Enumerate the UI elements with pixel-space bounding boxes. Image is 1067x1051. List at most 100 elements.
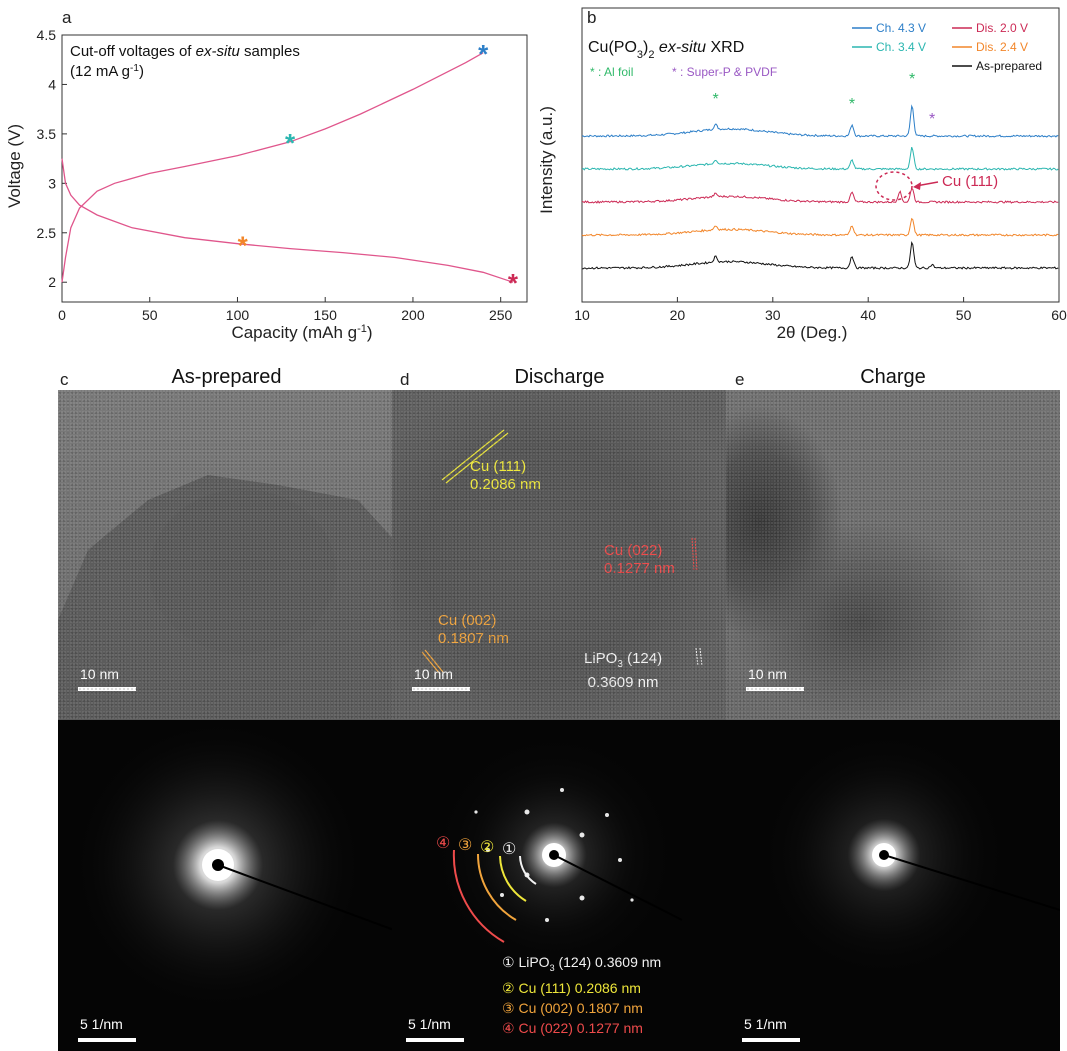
- tem-image-discharge: Cu (111) 0.2086 nm Cu (022) 0.1277 nm Cu…: [392, 390, 726, 720]
- cu002-annotation: Cu (002) 0.1807 nm: [438, 612, 509, 648]
- a-ylabel: Voltage (V): [5, 124, 24, 208]
- cu111-plane: Cu (111): [470, 458, 527, 475]
- ring-legend-2: ② Cu (111) 0.2086 nm: [502, 979, 641, 996]
- b-plot-frame: [581, 7, 1060, 303]
- a-xtick-label: 250: [489, 307, 513, 323]
- cu022-annotation: Cu (022) 0.1277 nm: [604, 542, 675, 578]
- b-xtick-label: 60: [1051, 307, 1067, 323]
- a-xtick-label: 100: [226, 307, 250, 323]
- a-ytick-label: 2: [48, 274, 56, 290]
- b-xtick-label: 30: [765, 307, 781, 323]
- cu111-circle: [875, 171, 913, 201]
- tem-title-discharge: Discharge: [514, 366, 605, 388]
- a-title-line2: (12 mA g-1): [70, 63, 144, 81]
- ring-arc-2: [499, 855, 527, 902]
- a-cutoff-marker: *: [478, 39, 489, 69]
- cu111-label: Cu (111): [942, 173, 998, 190]
- ring-num-4: ④: [436, 835, 450, 852]
- a-ytick-label: 3.5: [37, 126, 57, 142]
- b-al-foil-label: * : Al foil: [590, 65, 633, 79]
- lipo3-plane: LiPO3 (124): [584, 650, 663, 670]
- b-xrd-trace: [581, 104, 1059, 138]
- a-ytick-label: 4.5: [37, 27, 57, 43]
- b-xlabel: 2θ (Deg.): [777, 323, 848, 342]
- b-xrd-trace: [581, 146, 1059, 171]
- a-cutoff-marker: *: [508, 268, 519, 298]
- legend-ch34: Ch. 3.4 V: [876, 40, 926, 54]
- tem-image-as-prepared: 10 nm: [58, 390, 394, 720]
- scalebar: [406, 1038, 464, 1042]
- cu111-spacing: 0.2086 nm: [470, 476, 541, 493]
- tem-image-charge: 10 nm: [726, 390, 1060, 720]
- a-xtick-label: 200: [401, 307, 425, 323]
- a-xtick-label: 0: [58, 307, 66, 323]
- scalebar-label: 5 1/nm: [744, 1016, 787, 1032]
- ring-arc-1: [519, 855, 537, 885]
- b-superp-star: *: [929, 111, 935, 128]
- scalebar-label: 5 1/nm: [408, 1016, 451, 1032]
- ring-arc-4: [452, 849, 505, 943]
- voltage-profile-chart: 0 50 100 150 200 250 2 2.5 3 3.5 4 4.5 * * * * Voltage …: [5, 27, 528, 342]
- scalebar: [746, 687, 804, 691]
- ring-num-2: ②: [480, 839, 494, 856]
- legend-ch43: Ch. 4.3 V: [876, 21, 926, 35]
- ring-legend-3: ③ Cu (002) 0.1807 nm: [502, 999, 643, 1016]
- cu022-spacing: 0.1277 nm: [604, 560, 675, 577]
- panel-label-d: d: [400, 370, 410, 389]
- scalebar: [412, 687, 470, 691]
- saed-discharge: ④ ③ ② ① ① LiPO3 (124) 0.3609 nm ② Cu (11…: [392, 720, 726, 1051]
- b-al-star: *: [712, 91, 718, 108]
- a-title-line1: Cut-off voltages of ex-situ samples: [70, 43, 300, 60]
- b-ylabel: Intensity (a.u.): [537, 106, 556, 214]
- tem-title-as-prepared: As-prepared: [171, 366, 282, 388]
- scalebar-label: 10 nm: [414, 666, 453, 682]
- tem-title-charge: Charge: [860, 366, 926, 388]
- b-xtick-label: 50: [956, 307, 972, 323]
- panel-label-c: c: [60, 370, 69, 389]
- scalebar-label: 10 nm: [80, 666, 119, 682]
- b-xtick-label: 40: [860, 307, 876, 323]
- b-xtick-label: 10: [574, 307, 590, 323]
- b-xrd-trace: [581, 187, 1059, 204]
- b-xrd-trace: [581, 217, 1059, 237]
- ring-arc-3: [476, 853, 517, 921]
- scalebar: [78, 687, 136, 691]
- cu111-annotation: Cu (111) 0.2086 nm: [470, 458, 541, 494]
- scalebar-label: 5 1/nm: [80, 1016, 123, 1032]
- legend-dis24: Dis. 2.4 V: [976, 40, 1028, 54]
- panel-label-e: e: [735, 370, 745, 389]
- scalebar: [78, 1038, 136, 1042]
- b-al-star: *: [849, 96, 855, 113]
- cu002-spacing: 0.1807 nm: [438, 630, 509, 647]
- cu111-arrowhead: [913, 182, 921, 190]
- a-plot-frame: [61, 34, 528, 303]
- a-cutoff-marker: *: [285, 128, 296, 158]
- panel-label-b: b: [587, 8, 597, 27]
- ring-legend-4: ④ Cu (022) 0.1277 nm: [502, 1019, 643, 1036]
- scalebar-label: 10 nm: [748, 666, 787, 682]
- panel-label-a: a: [62, 8, 72, 27]
- xrd-chart: 10 20 30 40 50 60 * * * * Intensity (a.u.) 2θ (De…: [537, 7, 1067, 342]
- b-legend: Ch. 4.3 V Dis. 2.0 V Ch. 3.4 V Dis. 2.4 …: [852, 21, 1042, 73]
- cu022-plane: Cu (022): [604, 542, 663, 559]
- b-al-star: *: [909, 71, 915, 88]
- a-curve-charge: [61, 52, 484, 283]
- a-xtick-label: 150: [314, 307, 338, 323]
- lipo3-annotation: LiPO3 (124) 0.3609 nm: [584, 650, 662, 692]
- ring-numbers: ④ ③ ② ①: [436, 835, 516, 858]
- ring-legend-1: ① LiPO3 (124) 0.3609 nm: [502, 954, 662, 973]
- cu002-plane: Cu (002): [438, 612, 497, 629]
- legend-asprep: As-prepared: [976, 59, 1042, 73]
- saed-charge: 5 1/nm: [726, 720, 1060, 1051]
- scalebar: [742, 1038, 800, 1042]
- ring-num-1: ①: [502, 841, 516, 858]
- ring-num-3: ③: [458, 837, 472, 854]
- lipo3-spacing: 0.3609 nm: [587, 674, 659, 691]
- b-xrd-trace: [581, 241, 1059, 270]
- a-curve-discharge: [61, 158, 514, 283]
- a-ytick-label: 4: [48, 76, 56, 92]
- a-ytick-label: 2.5: [37, 225, 57, 241]
- legend-dis20: Dis. 2.0 V: [976, 21, 1028, 35]
- ring-legend: ① LiPO3 (124) 0.3609 nm ② Cu (111) 0.208…: [502, 952, 661, 1038]
- a-cutoff-marker: *: [238, 231, 249, 261]
